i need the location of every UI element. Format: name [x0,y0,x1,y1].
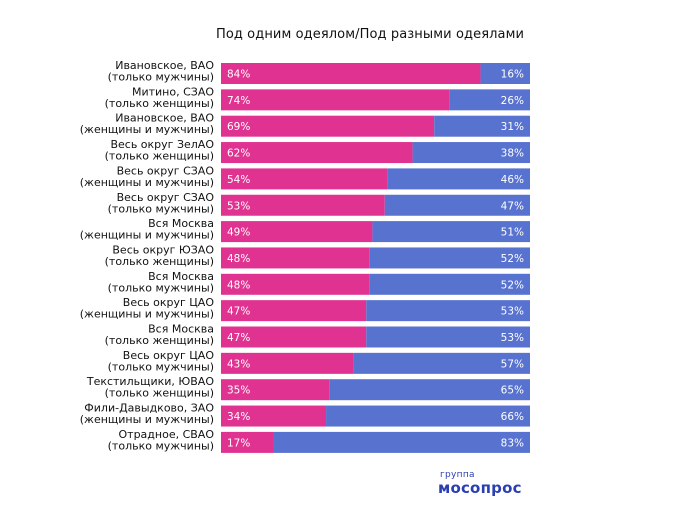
data-label-series-2: 47% [501,200,524,212]
category-label: Вся Москва [148,217,214,230]
category-label: Весь округ СЗАО [117,164,215,177]
bar-segment-series-2 [366,326,530,348]
bar-segment-series-1 [221,89,450,111]
category-label: Отрадное, СВАО [119,428,215,441]
category-label: Весь округ ЮЗАО [112,243,214,256]
bar-segment-series-2 [366,300,530,322]
bar-segment-series-2 [326,405,530,427]
bar-segment-series-2 [369,273,530,295]
bar-segment-series-1 [221,273,370,295]
data-label-series-2: 66% [501,411,524,423]
bar-segment-series-1 [221,221,373,243]
bar-segment-series-1 [221,326,367,348]
data-label-series-2: 52% [501,279,524,291]
chart-title: Под одним одеялом/Под разными одеялами [215,27,525,42]
category-label: (только мужчины) [108,71,214,84]
logo-top-text: группа [440,470,475,480]
category-label: (только мужчины) [108,360,214,373]
bar-segment-series-2 [449,89,530,111]
bar-segment-series-1 [221,168,388,190]
bar-segment-series-1 [221,379,330,401]
data-label-series-1: 74% [227,95,250,107]
category-label: (женщины и мужчины) [80,229,214,242]
bar-segment-series-2 [480,63,530,84]
data-label-series-2: 53% [501,332,524,344]
category-label: (женщины и мужчины) [80,123,214,136]
bar-segment-series-2 [372,221,530,243]
category-label: (только мужчины) [108,281,214,294]
bar-segment-series-1 [221,405,327,427]
data-label-series-2: 38% [501,148,524,160]
logo-main-text: мосопрос [438,479,522,497]
data-label-series-2: 16% [501,69,524,81]
category-label: Весь округ ЦАО [123,349,215,362]
bar-segment-series-2 [329,379,530,401]
category-label: (только женщины) [105,150,214,163]
bar-segment-series-2 [387,168,530,190]
bar-segment-series-1 [221,194,385,216]
data-label-series-2: 52% [501,253,524,265]
bar-segment-series-2 [384,194,530,216]
category-label: (женщины и мужчины) [80,413,214,426]
category-label: Весь округ ЦАО [123,296,215,309]
bars-layer: 84% 16% 74% 26% 69% 31% 62% 38% 54% 46% 53% 47% 49% 5… [221,63,530,453]
data-label-series-2: 46% [501,174,524,186]
category-label: Весь округ ЗелАО [110,138,214,151]
data-label-series-1: 54% [227,174,250,186]
bar-segment-series-1 [221,142,413,164]
data-label-series-2: 31% [501,121,524,133]
bar-segment-series-1 [221,115,435,137]
category-label: Ивановское, ВАО [115,59,214,72]
category-label: Ивановское, ВАО [115,112,214,125]
category-label: (женщины и мужчины) [80,308,214,321]
bar-segment-series-1 [221,352,354,374]
data-label-series-1: 17% [227,437,250,449]
mosopros-logo: группа мосопрос [438,470,548,500]
data-label-series-1: 43% [227,358,250,370]
data-label-series-2: 51% [501,227,524,239]
category-label: Весь округ СЗАО [117,191,215,204]
category-label: (женщины и мужчины) [80,176,214,189]
category-label: (только женщины) [105,334,214,347]
data-label-series-2: 65% [501,385,524,397]
data-label-series-1: 35% [227,385,250,397]
category-label: (только женщины) [105,97,214,110]
category-label: Фили-Давыдково, ЗАО [84,402,214,415]
data-label-series-2: 83% [501,437,524,449]
data-label-series-1: 53% [227,200,250,212]
data-label-series-1: 47% [227,332,250,344]
bar-segment-series-1 [221,247,370,269]
bar-segment-series-2 [434,115,530,137]
data-label-series-1: 48% [227,279,250,291]
data-label-series-1: 62% [227,148,250,160]
data-label-series-1: 48% [227,253,250,265]
bar-segment-series-1 [221,431,274,453]
category-label: Митино, СЗАО [132,85,214,98]
bar-segment-series-1 [221,63,481,84]
category-label: (только мужчины) [108,202,214,215]
data-label-series-2: 57% [501,358,524,370]
bar-segment-series-1 [221,300,367,322]
category-label: Вся Москва [148,323,214,336]
data-label-series-2: 53% [501,306,524,318]
data-label-series-2: 26% [501,95,524,107]
data-label-series-1: 49% [227,227,250,239]
data-label-series-1: 69% [227,121,250,133]
category-label: (только женщины) [105,255,214,268]
category-label: Текстильщики, ЮВАО [86,375,214,388]
data-label-series-1: 34% [227,411,250,423]
bar-segment-series-2 [412,142,530,164]
bar-segment-series-2 [353,352,530,374]
bar-segment-series-2 [369,247,530,269]
category-label: (только женщины) [105,387,214,400]
category-labels-layer: Ивановское, ВАО(только мужчины)Митино, С… [80,59,215,452]
category-label: (только мужчины) [108,439,214,452]
data-label-series-1: 84% [227,69,250,81]
category-label: Вся Москва [148,270,214,283]
bar-segment-series-2 [273,431,530,453]
data-label-series-1: 47% [227,306,250,318]
